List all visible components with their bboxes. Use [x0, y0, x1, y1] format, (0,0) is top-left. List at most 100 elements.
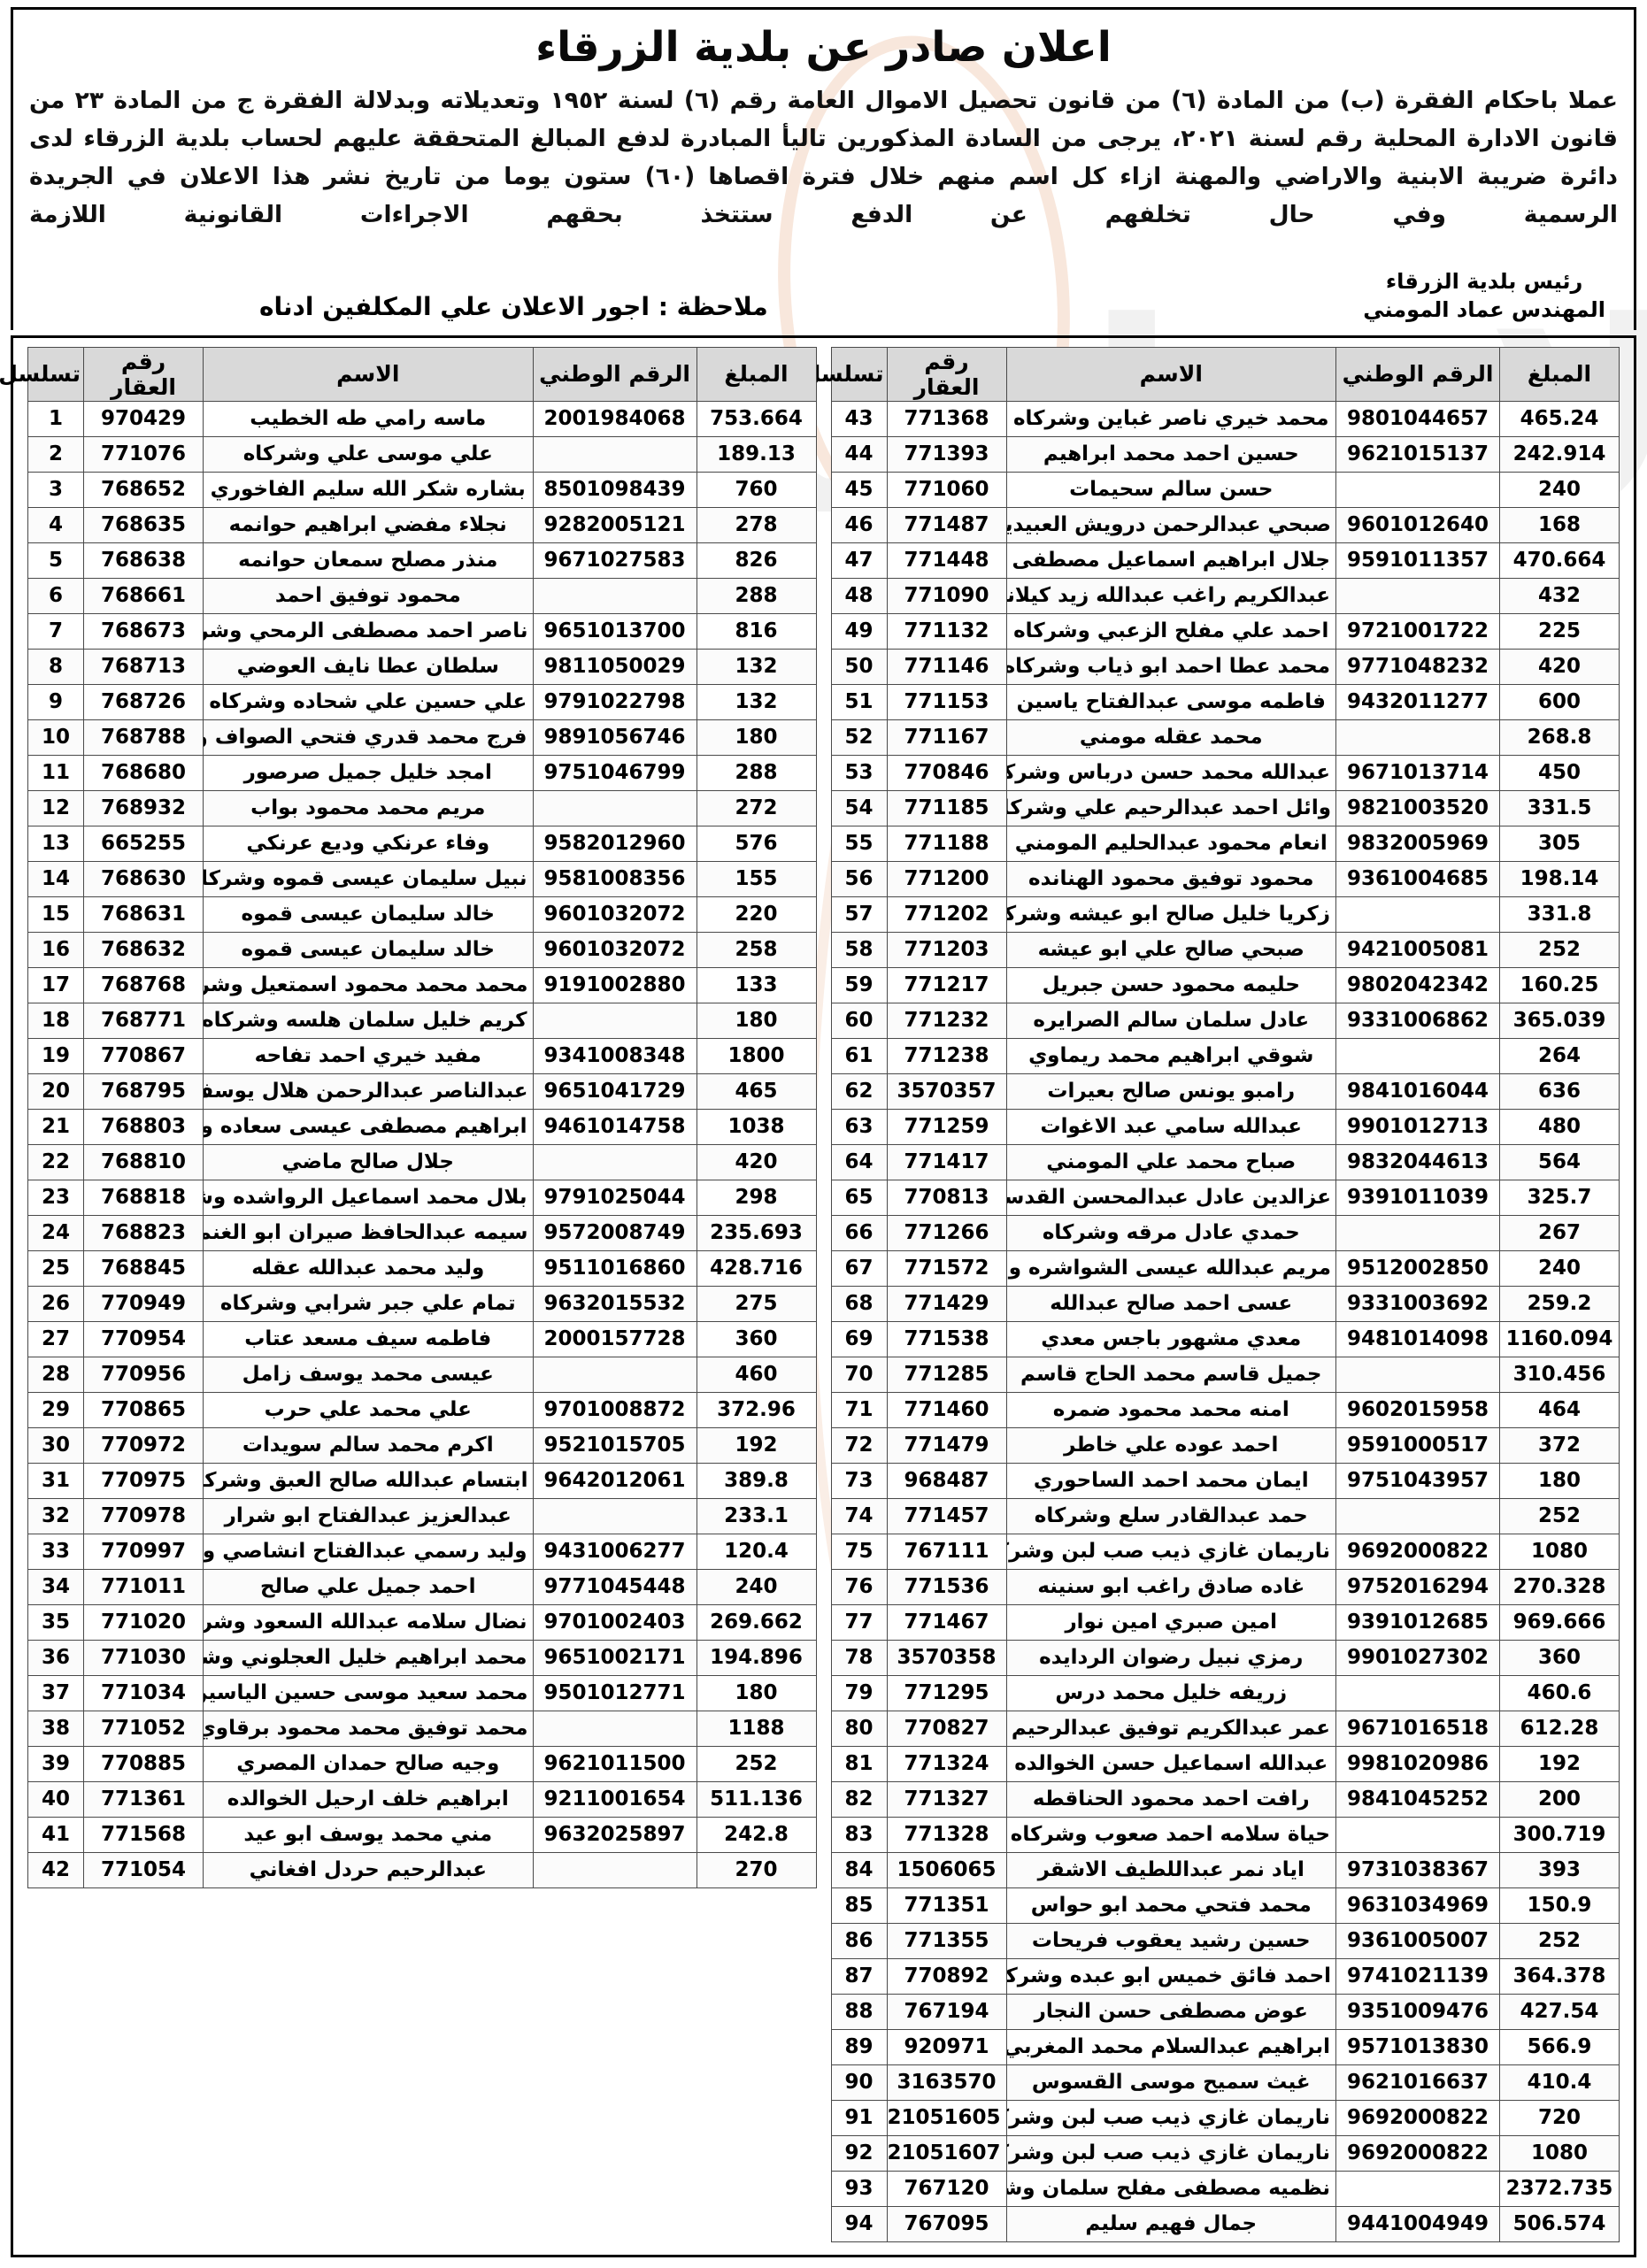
cell-name: ابراهيم مصطفى عيسى سعاده وشركاه: [203, 1108, 534, 1145]
cell-national-id: 9692000822: [1335, 2099, 1500, 2136]
cell-property: 770954: [83, 1320, 204, 1357]
right-table-wrap: المبلغ الرقم الوطني الاسم رقم العقار تسل…: [0, 346, 824, 2242]
cell-name: حمدي عادل مرقه وشركاه: [1005, 1214, 1336, 1251]
cell-seq: 5: [27, 542, 84, 579]
cell-property: 768932: [83, 789, 204, 826]
cell-national-id: 9632025897: [532, 1816, 697, 1853]
cell-seq: 66: [830, 1214, 888, 1251]
cell-national-id: 9731038367: [1335, 1851, 1500, 1888]
cell-name: جلال ابراهيم اسماعيل مصطفى: [1005, 542, 1336, 579]
cell-amount: 460: [696, 1356, 817, 1393]
cell-amount: 360: [696, 1320, 817, 1357]
cell-seq: 24: [27, 1214, 84, 1251]
table-row: 470.664 9591011357 جلال ابراهيم اسماعيل مص…: [830, 542, 1620, 579]
cell-property: 771232: [886, 1002, 1007, 1039]
cell-amount: 267: [1499, 1214, 1620, 1251]
cell-property: 1506065: [886, 1851, 1007, 1888]
cell-name: حمد عبدالقادر سلع وشركاه: [1005, 1497, 1336, 1534]
cell-amount: 2372.735: [1499, 2170, 1620, 2207]
table-row: 450 9671013714 عبدالله محمد حسن درباس وشرك…: [830, 754, 1620, 791]
cell-seq: 21: [27, 1108, 84, 1145]
cell-amount: 410.4: [1499, 2064, 1620, 2101]
cell-national-id: 9582012960: [532, 825, 697, 862]
cell-seq: 22: [27, 1143, 84, 1180]
cell-name: عبدالكريم راغب عبدالله زيد كيلاني: [1005, 577, 1336, 614]
cell-amount: 1038: [696, 1108, 817, 1145]
cell-name: عبدالله محمد حسن درباس وشركاه: [1005, 754, 1336, 791]
cell-seq: 8: [27, 648, 84, 685]
cell-property: 770865: [83, 1391, 204, 1428]
cell-property: 768661: [83, 577, 204, 614]
cell-seq: 85: [830, 1887, 888, 1924]
table-row: 564 9832044613 صباح محمد علي المومني 771417…: [830, 1143, 1620, 1180]
cell-property: 771266: [886, 1214, 1007, 1251]
cell-name: غيث سميح موسى القسوس: [1005, 2064, 1336, 2101]
cell-amount: 636: [1499, 1072, 1620, 1110]
cell-seq: 78: [830, 1639, 888, 1676]
cell-national-id: [1335, 1356, 1500, 1393]
cell-name: محمد فتحي محمد ابو حواس: [1005, 1887, 1336, 1924]
cell-seq: 38: [27, 1710, 84, 1747]
cell-name: ناريمان غازي ذيب صب لبن وشركاه: [1005, 1533, 1336, 1570]
table-row: 220 9601032072 خالد سليمان عيسى قموه 768631…: [27, 896, 817, 933]
cell-property: 21051605: [886, 2099, 1007, 2136]
table-row: 267 حمدي عادل مرقه وشركاه 771266 66: [830, 1214, 1620, 1251]
cell-property: 771132: [886, 612, 1007, 650]
table-row: 2372.735 نظميه مصطفى مفلح سلمان وشركاه767…: [830, 2170, 1620, 2207]
table-row: 465.24 9801044657 محمد خيري ناصر غباين وشر…: [830, 400, 1620, 437]
cell-amount: 180: [696, 1002, 817, 1039]
cell-property: 771487: [886, 506, 1007, 543]
table-row: 760 8501098439 بشاره شكر الله سليم الفاخور…: [27, 471, 817, 508]
table-row: 325.7 9391011039 عزالدين عادل عبدالمحسن ال…: [830, 1179, 1620, 1216]
cell-seq: 65: [830, 1179, 888, 1216]
cell-national-id: 9741021139: [1335, 1957, 1500, 1995]
cell-seq: 10: [27, 719, 84, 756]
cell-name: محمد سعيد موسى حسين الياسين وشركاه: [203, 1674, 534, 1711]
cell-national-id: 8501098439: [532, 471, 697, 508]
cell-seq: 69: [830, 1320, 888, 1357]
cell-national-id: 9841045252: [1335, 1780, 1500, 1818]
cell-amount: 576: [696, 825, 817, 862]
cell-national-id: 9621011500: [532, 1745, 697, 1782]
cell-national-id: 9601032072: [532, 931, 697, 968]
cell-national-id: 9431006277: [532, 1533, 697, 1570]
col-property: رقم العقار: [886, 346, 1007, 402]
cell-property: 771076: [83, 435, 204, 473]
cell-name: رافت احمد محمود الحناقطه: [1005, 1780, 1336, 1818]
cell-amount: 264: [1499, 1037, 1620, 1074]
cell-national-id: [1335, 1214, 1500, 1251]
cell-national-id: [532, 1143, 697, 1180]
col-name: الاسم: [203, 346, 534, 402]
table-row: 331.5 9821003520 وائل احمد عبدالرحيم علي و…: [830, 789, 1620, 826]
cell-national-id: [532, 1002, 697, 1039]
table-row: 192 9981020986 عبدالله اسماعيل حسن الخوالد…: [830, 1745, 1620, 1782]
table-row: 364.378 9741021139 احمد فائق خميس ابو عبده…: [830, 1957, 1620, 1995]
cell-amount: 464: [1499, 1391, 1620, 1428]
cell-amount: 252: [1499, 1922, 1620, 1959]
table-row: 566.9 9571013830 ابراهيم عبدالسلام محمد ال…: [830, 2028, 1620, 2065]
cell-name: نجلاء مفضي ابراهيم حوانمه: [203, 506, 534, 543]
cell-amount: 470.664: [1499, 542, 1620, 579]
table-row: 225 9721001722 احمد علي مفلح الزعبي وشركاه…: [830, 612, 1620, 650]
cell-property: 768795: [83, 1072, 204, 1110]
table-row: 268.8 محمد عقله مومني 771167 52: [830, 719, 1620, 756]
cell-national-id: 9721001722: [1335, 612, 1500, 650]
cell-amount: 270.328: [1499, 1568, 1620, 1605]
cell-amount: 242.8: [696, 1816, 817, 1853]
cell-name: شوقي ابراهيم محمد ريماوي: [1005, 1037, 1336, 1074]
table-row: 233.1 عبدالعزيز عبدالفتاح ابو شرار 770978 3…: [27, 1497, 817, 1534]
cell-national-id: 9692000822: [1335, 2134, 1500, 2172]
cell-name: كريم خليل سلمان هلسه وشركاه: [203, 1002, 534, 1039]
cell-name: احمد عوده علي خاطر: [1005, 1426, 1336, 1464]
cell-name: احمد علي مفلح الزعبي وشركاه: [1005, 612, 1336, 650]
fees-note: ملاحظة : اجور الاعلان علي المكلفين ادناه: [259, 291, 768, 321]
cell-seq: 45: [830, 471, 888, 508]
cell-seq: 94: [830, 2205, 888, 2242]
cell-seq: 1: [27, 400, 84, 437]
cell-name: زكريا خليل صالح ابو عيشه وشركاه: [1005, 896, 1336, 933]
cell-seq: 27: [27, 1320, 84, 1357]
cell-name: حياة سلامه احمد صعوب وشركاه: [1005, 1816, 1336, 1853]
cell-property: 3570358: [886, 1639, 1007, 1676]
